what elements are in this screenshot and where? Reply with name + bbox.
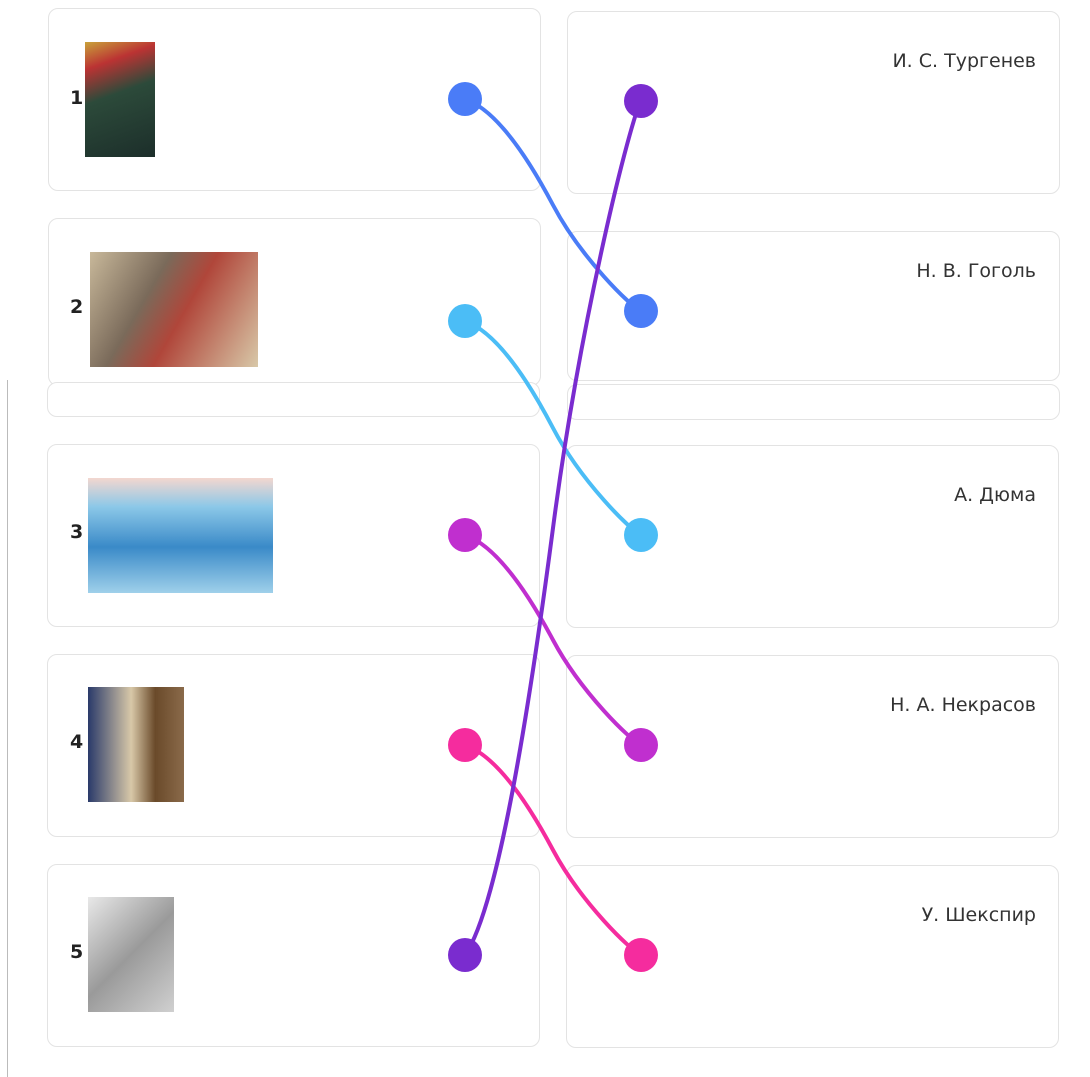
right-anchor[interactable] <box>624 294 658 328</box>
left-anchor[interactable] <box>448 82 482 116</box>
connection-line <box>465 321 641 535</box>
connection-line <box>465 535 641 745</box>
right-anchor[interactable] <box>624 84 658 118</box>
right-anchor[interactable] <box>624 518 658 552</box>
connection-line <box>465 101 641 955</box>
right-anchor[interactable] <box>624 728 658 762</box>
left-anchor[interactable] <box>448 304 482 338</box>
left-anchor[interactable] <box>448 938 482 972</box>
matching-exercise: 12345И. С. ТургеневН. В. ГогольА. ДюмаН.… <box>0 0 1090 1077</box>
connection-line <box>465 745 641 955</box>
left-anchor[interactable] <box>448 728 482 762</box>
connections <box>0 0 1090 1077</box>
right-anchor[interactable] <box>624 938 658 972</box>
connection-line <box>465 99 641 311</box>
left-anchor[interactable] <box>448 518 482 552</box>
